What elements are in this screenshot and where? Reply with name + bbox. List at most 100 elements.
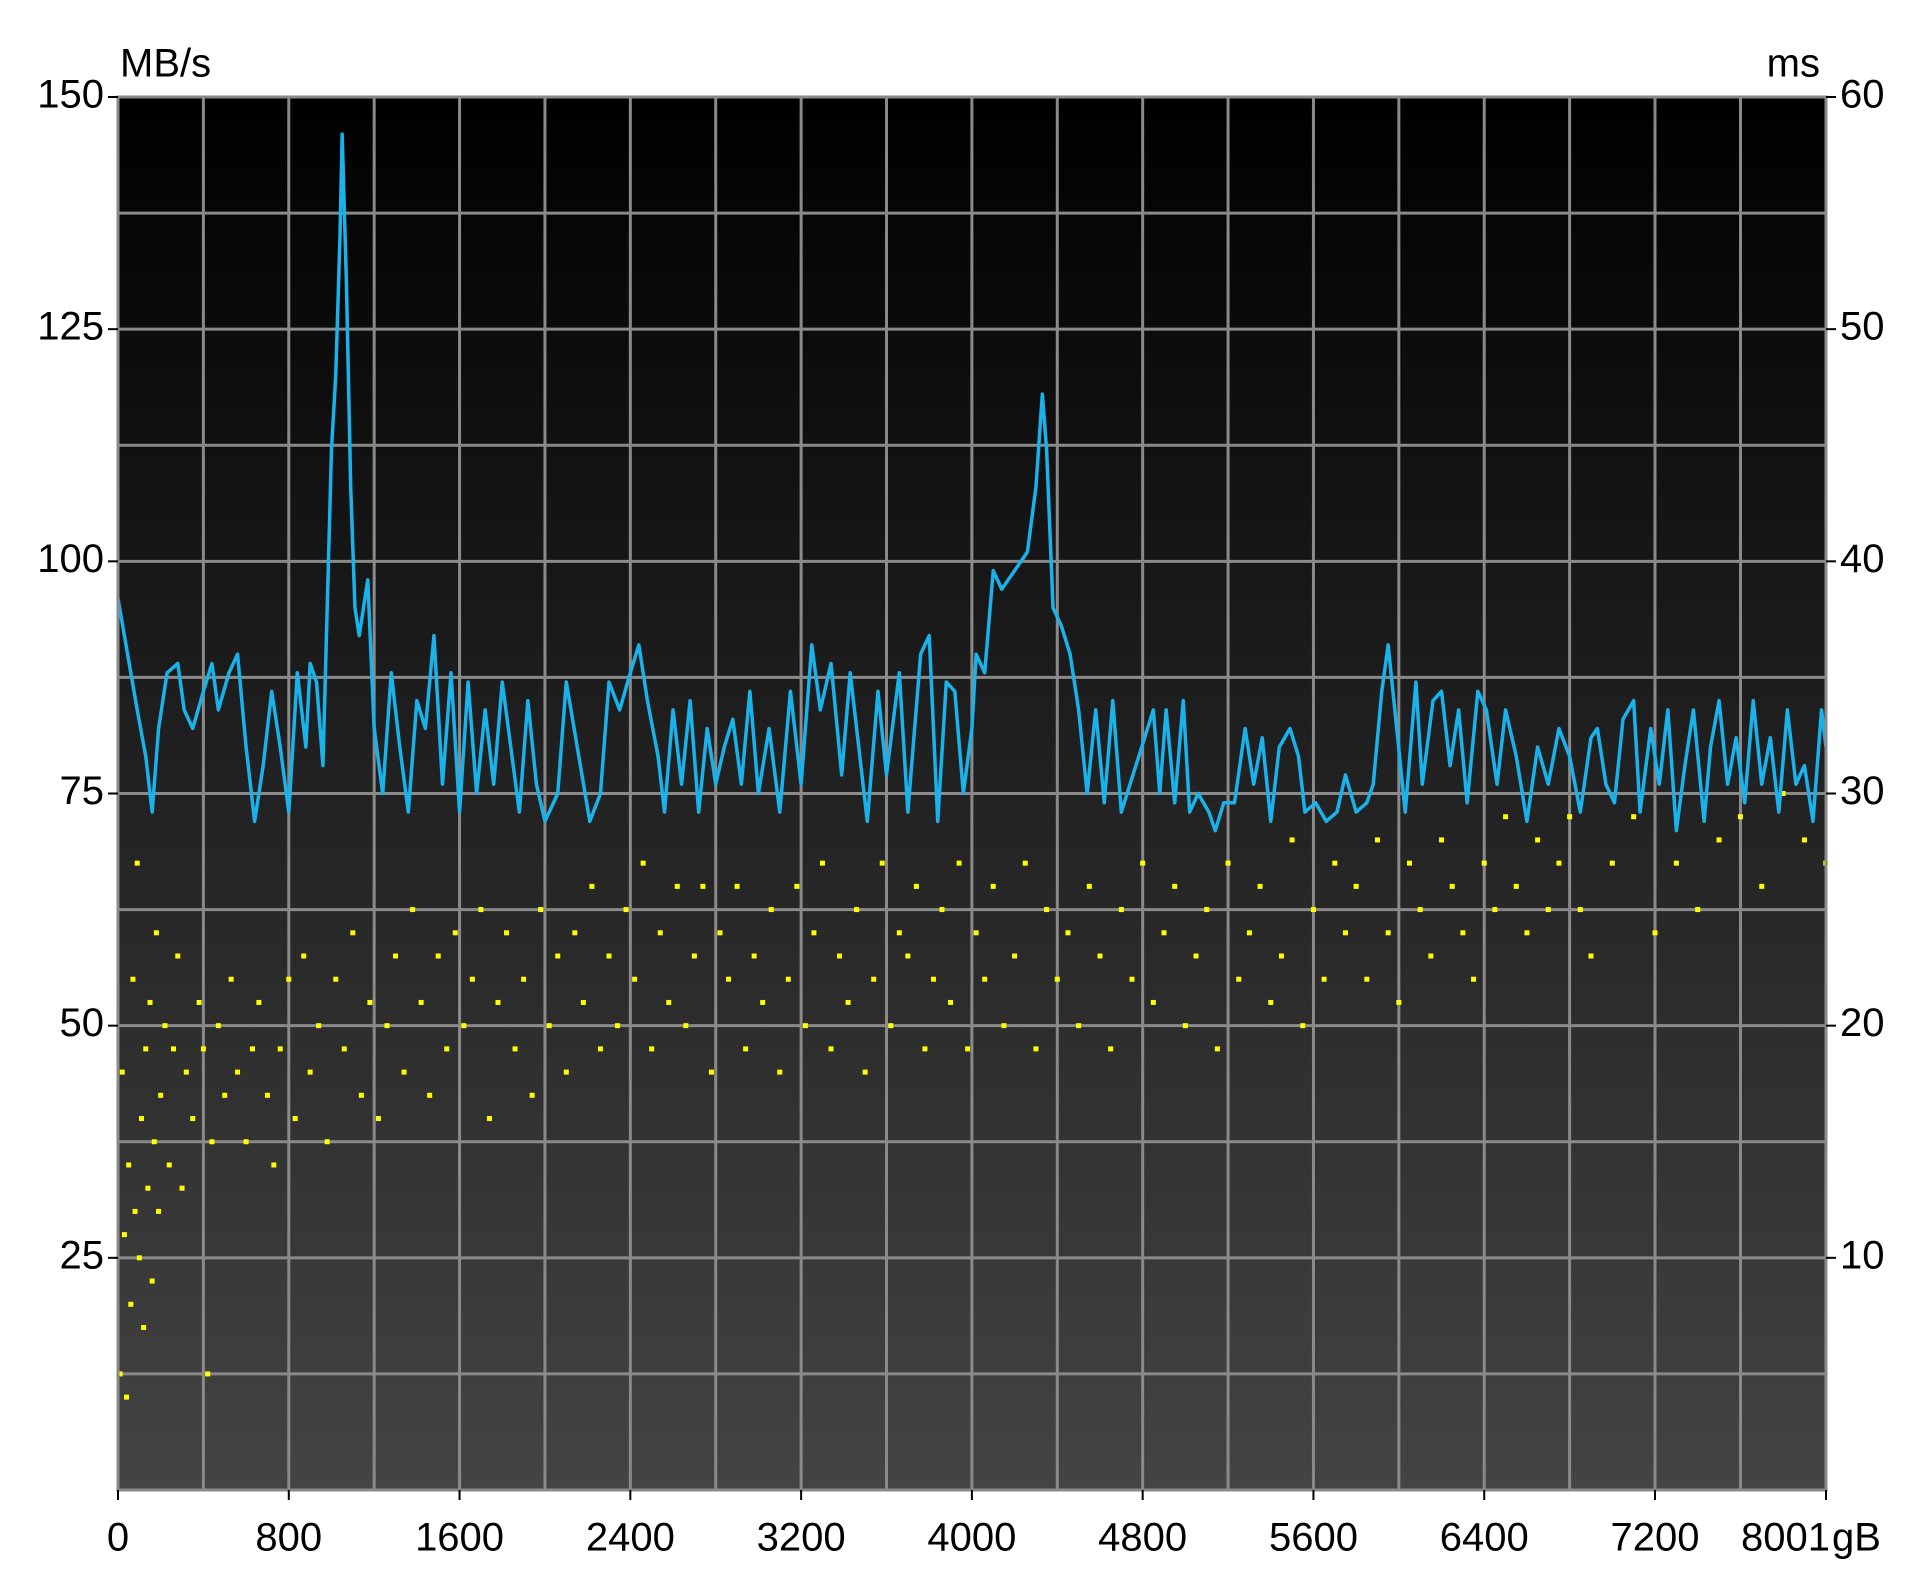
data-point [1460, 930, 1466, 936]
data-point [143, 1046, 149, 1052]
data-point [124, 1394, 130, 1400]
data-point [572, 930, 578, 936]
data-point [183, 1069, 189, 1075]
data-point [1342, 930, 1348, 936]
data-point [529, 1092, 535, 1098]
data-point [134, 860, 140, 866]
data-point [1022, 860, 1028, 866]
data-point [375, 1116, 381, 1122]
y2-tick-label: 20 [1840, 1001, 1885, 1045]
data-point [286, 976, 292, 982]
data-point [1609, 860, 1615, 866]
data-point [1801, 837, 1807, 843]
y-axis-unit: MB/s [120, 42, 211, 86]
data-point [615, 1023, 621, 1029]
data-point [666, 999, 672, 1005]
data-point [1374, 837, 1380, 843]
data-point [802, 1023, 808, 1029]
data-point [1076, 1023, 1082, 1029]
y-tick-label: 50 [60, 1001, 105, 1045]
data-point [1503, 814, 1509, 820]
data-line [116, 132, 1828, 833]
y-tick-label: 125 [37, 305, 104, 349]
data-point [324, 1139, 330, 1145]
data-point [1214, 1046, 1220, 1052]
x-tick-label: 1600 [415, 1516, 504, 1560]
data-point [871, 976, 877, 982]
data-point [277, 1046, 283, 1052]
data-point [136, 1255, 142, 1261]
data-point [819, 860, 825, 866]
y2-tick-label: 10 [1840, 1233, 1885, 1277]
data-point [965, 1046, 971, 1052]
y-tick-label: 25 [60, 1233, 105, 1277]
data-point [1086, 883, 1092, 889]
data-point [350, 930, 356, 936]
x-tick-label: 800 [255, 1516, 322, 1560]
data-point [384, 1023, 390, 1029]
data-point [1471, 976, 1477, 982]
data-point [215, 1023, 221, 1029]
data-point [1054, 976, 1060, 982]
data-point [1012, 953, 1018, 959]
data-point [717, 930, 723, 936]
data-point [341, 1046, 347, 1052]
data-point [209, 1139, 215, 1145]
data-point [162, 1023, 168, 1029]
data-point [905, 953, 911, 959]
data-point [1631, 814, 1637, 820]
data-point [1268, 999, 1274, 1005]
data-point [990, 883, 996, 889]
data-point [1417, 907, 1423, 913]
data-point [179, 1185, 185, 1191]
data-point [768, 907, 774, 913]
data-point [117, 1371, 123, 1377]
data-point [1396, 999, 1402, 1005]
x-tick-label: 3200 [757, 1516, 846, 1560]
data-point [930, 976, 936, 982]
data-point [1695, 907, 1701, 913]
data-point [190, 1116, 196, 1122]
x-tick-label: 5600 [1269, 1516, 1358, 1560]
data-point [691, 953, 697, 959]
data-point [708, 1069, 714, 1075]
data-point [538, 907, 544, 913]
data-point [854, 907, 860, 913]
data-point [264, 1092, 270, 1098]
data-point [1577, 907, 1583, 913]
data-point [171, 1046, 177, 1052]
data-point [1300, 1023, 1306, 1029]
data-point [452, 930, 458, 936]
data-point [623, 907, 629, 913]
data-point [1246, 930, 1252, 936]
data-point [149, 1278, 155, 1284]
data-point [200, 1046, 206, 1052]
data-point [316, 1023, 322, 1029]
data-point [1737, 814, 1743, 820]
data-point [1161, 930, 1167, 936]
data-point [1140, 860, 1146, 866]
data-point [973, 930, 979, 936]
data-point [410, 907, 416, 913]
y2-tick-label: 60 [1840, 73, 1885, 117]
data-point [1289, 837, 1295, 843]
data-point [760, 999, 766, 1005]
data-point [606, 953, 612, 959]
data-point [292, 1116, 298, 1122]
data-point [1097, 953, 1103, 959]
data-point [243, 1139, 249, 1145]
data-point [1001, 1023, 1007, 1029]
data-point [948, 999, 954, 1005]
data-point [249, 1046, 255, 1052]
data-point [126, 1162, 132, 1168]
data-point [121, 1232, 127, 1238]
data-point [1780, 791, 1786, 796]
data-point [785, 976, 791, 982]
data-point [521, 976, 527, 982]
data-point [205, 1371, 211, 1377]
data-point [301, 953, 307, 959]
data-point [1118, 907, 1124, 913]
data-point [461, 1023, 467, 1029]
data-point [546, 1023, 552, 1029]
data-point [1481, 860, 1487, 866]
